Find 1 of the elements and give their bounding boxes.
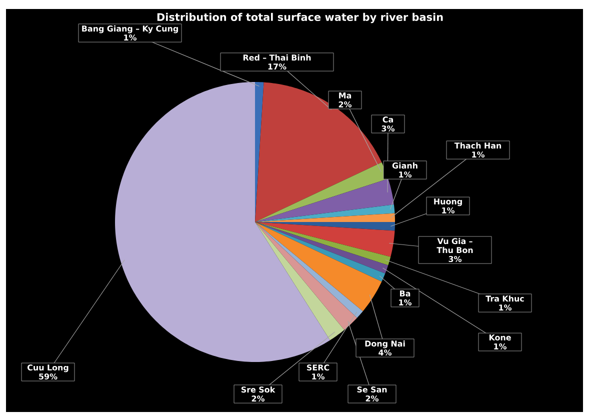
chart-title: Distribution of total surface water by river basin [157,12,443,24]
